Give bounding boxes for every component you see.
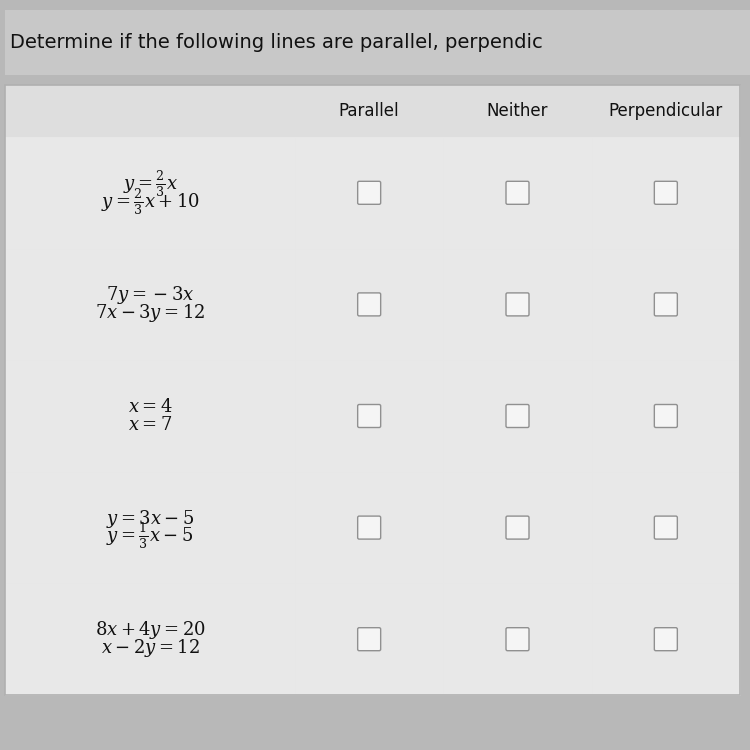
Bar (5, 248, 295, 360)
Bar (5, 360, 295, 472)
Text: $x = 7$: $x = 7$ (128, 416, 172, 434)
Text: $y = \frac{2}{3}x + 10$: $y = \frac{2}{3}x + 10$ (100, 187, 200, 217)
FancyBboxPatch shape (506, 293, 529, 316)
Bar (295, 248, 443, 360)
Bar (592, 360, 740, 472)
FancyBboxPatch shape (506, 628, 529, 651)
Bar (5, 85, 295, 137)
Text: Determine if the following lines are parallel, perpendic: Determine if the following lines are par… (10, 33, 543, 52)
FancyBboxPatch shape (654, 182, 677, 204)
Bar (592, 584, 740, 695)
Bar (592, 85, 740, 137)
Bar (443, 137, 592, 248)
FancyBboxPatch shape (358, 182, 381, 204)
Text: $7y = -3x$: $7y = -3x$ (106, 284, 194, 307)
Bar (295, 85, 443, 137)
Text: $y = \frac{1}{3}x - 5$: $y = \frac{1}{3}x - 5$ (106, 522, 194, 551)
FancyBboxPatch shape (654, 516, 677, 539)
FancyBboxPatch shape (358, 293, 381, 316)
Bar (5, 10, 750, 75)
Bar (443, 360, 592, 472)
Bar (5, 584, 295, 695)
Bar (592, 137, 740, 248)
Bar (5, 85, 740, 695)
Bar (5, 472, 295, 584)
Bar (295, 584, 443, 695)
FancyBboxPatch shape (358, 516, 381, 539)
FancyBboxPatch shape (654, 404, 677, 427)
Bar (5, 137, 295, 248)
Bar (295, 472, 443, 584)
Text: $x - 2y = 12$: $x - 2y = 12$ (100, 638, 200, 659)
Text: Parallel: Parallel (339, 102, 400, 120)
Text: Perpendicular: Perpendicular (609, 102, 723, 120)
Bar (443, 85, 592, 137)
FancyBboxPatch shape (654, 293, 677, 316)
Bar (443, 472, 592, 584)
Text: Neither: Neither (487, 102, 548, 120)
FancyBboxPatch shape (358, 628, 381, 651)
FancyBboxPatch shape (654, 628, 677, 651)
FancyBboxPatch shape (506, 516, 529, 539)
Text: $y = \frac{2}{3}x$: $y = \frac{2}{3}x$ (122, 169, 178, 199)
Text: $x = 4$: $x = 4$ (128, 398, 172, 416)
Bar (443, 248, 592, 360)
Bar (295, 137, 443, 248)
Text: $7x - 3y = 12$: $7x - 3y = 12$ (95, 302, 205, 325)
FancyBboxPatch shape (358, 404, 381, 427)
FancyBboxPatch shape (506, 404, 529, 427)
Text: $8x + 4y = 20$: $8x + 4y = 20$ (94, 620, 206, 641)
Bar (443, 584, 592, 695)
FancyBboxPatch shape (506, 182, 529, 204)
Text: $y = 3x - 5$: $y = 3x - 5$ (106, 508, 194, 530)
Bar (592, 472, 740, 584)
Bar (295, 360, 443, 472)
Bar (5, 85, 740, 695)
Bar (592, 248, 740, 360)
